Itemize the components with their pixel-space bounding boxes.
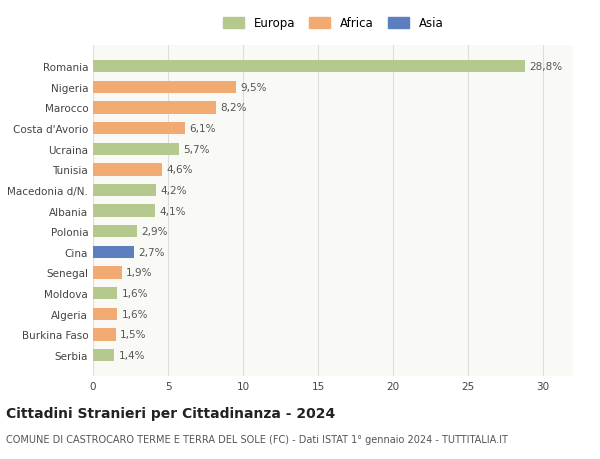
Text: 4,1%: 4,1% — [159, 206, 185, 216]
Text: 1,4%: 1,4% — [119, 350, 145, 360]
Text: 1,9%: 1,9% — [126, 268, 152, 278]
Bar — [93, 185, 156, 197]
Text: COMUNE DI CASTROCARO TERME E TERRA DEL SOLE (FC) - Dati ISTAT 1° gennaio 2024 - : COMUNE DI CASTROCARO TERME E TERRA DEL S… — [6, 434, 508, 444]
Text: 4,6%: 4,6% — [167, 165, 193, 175]
Bar — [93, 143, 179, 156]
Bar — [93, 349, 114, 361]
Text: 6,1%: 6,1% — [189, 124, 215, 134]
Bar — [93, 102, 216, 114]
Text: 4,2%: 4,2% — [161, 185, 187, 196]
Bar — [93, 82, 235, 94]
Text: 1,6%: 1,6% — [121, 309, 148, 319]
Text: 2,7%: 2,7% — [138, 247, 164, 257]
Bar — [93, 164, 162, 176]
Text: 8,2%: 8,2% — [221, 103, 247, 113]
Bar — [93, 123, 185, 135]
Bar — [93, 246, 133, 258]
Text: 9,5%: 9,5% — [240, 83, 266, 93]
Bar — [93, 329, 115, 341]
Bar — [93, 287, 117, 300]
Text: 5,7%: 5,7% — [183, 145, 209, 154]
Bar — [93, 205, 155, 217]
Bar — [93, 308, 117, 320]
Text: Cittadini Stranieri per Cittadinanza - 2024: Cittadini Stranieri per Cittadinanza - 2… — [6, 406, 335, 420]
Text: 28,8%: 28,8% — [530, 62, 563, 72]
Bar — [93, 267, 121, 279]
Legend: Europa, Africa, Asia: Europa, Africa, Asia — [219, 14, 447, 34]
Bar — [93, 225, 137, 238]
Text: 1,5%: 1,5% — [120, 330, 146, 340]
Text: 2,9%: 2,9% — [141, 227, 167, 237]
Bar — [93, 61, 525, 73]
Text: 1,6%: 1,6% — [121, 288, 148, 298]
